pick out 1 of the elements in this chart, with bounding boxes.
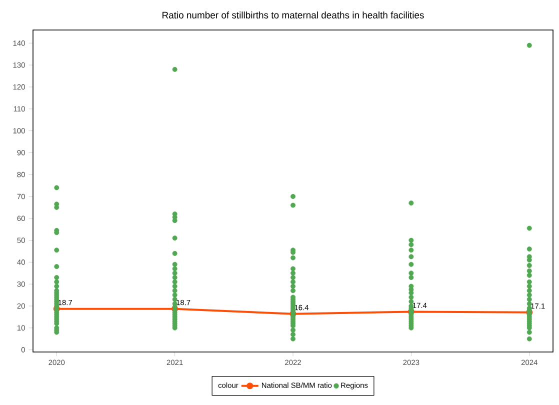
chart-title: Ratio number of stillbirths to maternal deaths in health facilities — [162, 12, 424, 18]
